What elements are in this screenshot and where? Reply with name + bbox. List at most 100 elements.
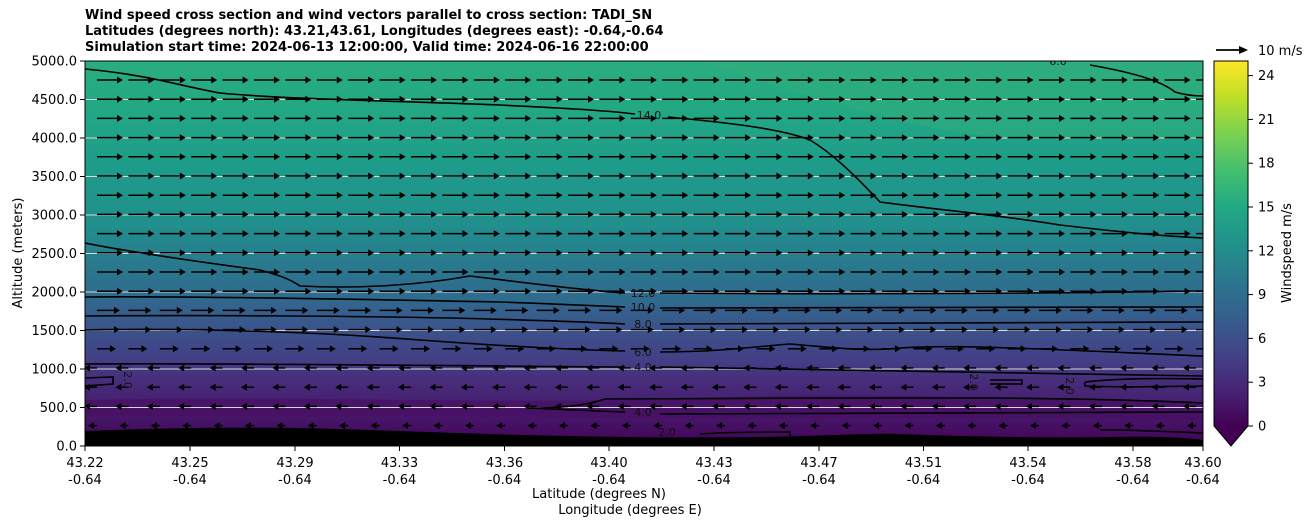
wind-vector-head bbox=[621, 422, 628, 430]
wind-vector-head bbox=[682, 172, 689, 180]
wind-vector-head bbox=[329, 345, 336, 353]
wind-vector-head bbox=[649, 383, 656, 391]
wind-vector-head bbox=[239, 306, 246, 314]
wind-vector-head bbox=[242, 191, 249, 199]
x-axis-label-longitude: Longitude (degrees E) bbox=[558, 503, 702, 518]
wind-vector-head bbox=[807, 191, 814, 199]
wind-vector-head bbox=[150, 422, 157, 430]
wind-vector-head bbox=[88, 422, 94, 430]
wind-vector-head bbox=[368, 268, 375, 276]
wind-vector-head bbox=[933, 76, 940, 84]
wind-vector-head bbox=[1146, 345, 1153, 353]
wind-vector-head bbox=[902, 134, 908, 142]
wind-vector-head bbox=[807, 76, 814, 84]
wind-vector-head bbox=[1024, 326, 1031, 334]
wind-vector-head bbox=[556, 76, 563, 84]
wind-vector-head bbox=[1184, 191, 1191, 199]
wind-vector-head bbox=[176, 306, 183, 314]
wind-vector-head bbox=[336, 134, 343, 142]
x-tick-label-lon: -0.64 bbox=[697, 473, 731, 488]
wind-vector-head bbox=[553, 306, 560, 314]
wind-vector-head bbox=[556, 153, 563, 161]
wind-vector-head bbox=[588, 76, 594, 84]
wind-vector-head bbox=[616, 326, 623, 334]
wind-vector-head bbox=[368, 230, 375, 238]
wind-vector-head bbox=[713, 249, 720, 257]
wind-vector-head bbox=[211, 191, 218, 199]
wind-vector-head bbox=[1059, 230, 1065, 238]
wind-vector-head bbox=[807, 95, 814, 103]
wind-vector-head bbox=[873, 422, 879, 430]
wind-vector-head bbox=[742, 326, 748, 334]
wind-vector-head bbox=[745, 153, 751, 161]
wind-vector-head bbox=[242, 210, 249, 218]
wind-vector-head bbox=[148, 114, 155, 122]
wind-vector-head bbox=[961, 306, 968, 314]
wind-vector-head bbox=[585, 306, 591, 314]
wind-vector-head bbox=[271, 306, 277, 314]
wind-vector-head bbox=[85, 364, 90, 372]
wind-vector-head bbox=[525, 134, 532, 142]
wind-vector-head bbox=[682, 95, 689, 103]
wind-vector-head bbox=[675, 345, 682, 353]
wind-vector-head bbox=[556, 172, 563, 180]
y-tick-label: 5000.0 bbox=[32, 55, 78, 70]
wind-vector-head bbox=[993, 326, 1000, 334]
wind-vector-head bbox=[335, 364, 342, 372]
wind-vector-head bbox=[242, 134, 249, 142]
wind-vector-head bbox=[179, 114, 186, 122]
wind-vector-head bbox=[399, 191, 406, 199]
wind-vector-head bbox=[1027, 268, 1034, 276]
wind-vector-head bbox=[1090, 210, 1097, 218]
wind-vector-head bbox=[713, 191, 720, 199]
wind-vector-head bbox=[742, 306, 748, 314]
contour-line bbox=[1084, 377, 1203, 388]
wind-vector-head bbox=[1118, 306, 1125, 314]
wind-vector-head bbox=[525, 172, 532, 180]
wind-vector-head bbox=[336, 153, 343, 161]
wind-vector-head bbox=[588, 153, 594, 161]
wind-vector-head bbox=[933, 153, 940, 161]
wind-vector-head bbox=[242, 114, 249, 122]
wind-vector-head bbox=[462, 191, 469, 199]
wind-vector-head bbox=[431, 134, 437, 142]
wind-vector-head bbox=[619, 249, 626, 257]
wind-vector-head bbox=[1121, 134, 1128, 142]
wind-vector-head bbox=[776, 230, 783, 238]
wind-vector-head bbox=[682, 268, 689, 276]
wind-vector-head bbox=[931, 383, 938, 391]
wind-vector-head bbox=[1184, 134, 1191, 142]
contour-line bbox=[659, 411, 1203, 415]
wind-vector-head bbox=[713, 230, 720, 238]
x-tick-label-lon: -0.64 bbox=[1116, 473, 1150, 488]
wind-vector-head bbox=[773, 326, 780, 334]
wind-vector-head bbox=[617, 383, 624, 391]
contour-line bbox=[990, 379, 1023, 385]
wind-vector-head bbox=[807, 249, 814, 257]
wind-vector-head bbox=[272, 383, 279, 391]
wind-vector-head bbox=[1121, 95, 1128, 103]
wind-vector-head bbox=[1153, 134, 1160, 142]
wind-vector-head bbox=[148, 95, 155, 103]
wind-vector-head bbox=[1027, 230, 1034, 238]
wind-vector-head bbox=[459, 306, 466, 314]
wind-vector-head bbox=[588, 210, 594, 218]
wind-vector-head bbox=[1090, 249, 1097, 257]
wind-vector-head bbox=[930, 306, 937, 314]
wind-vector-head bbox=[307, 422, 314, 430]
wind-vector-head bbox=[305, 191, 312, 199]
wind-vector-head bbox=[1184, 268, 1191, 276]
wind-vector-head bbox=[933, 95, 940, 103]
wind-vector-head bbox=[242, 287, 249, 295]
wind-vector-head bbox=[490, 306, 497, 314]
wind-vector-head bbox=[396, 306, 403, 314]
wind-vector-head bbox=[807, 153, 814, 161]
wind-vector-head bbox=[303, 402, 310, 410]
wind-vector-head bbox=[870, 230, 877, 238]
wind-vector-head bbox=[869, 383, 875, 391]
wind-vector-head bbox=[963, 383, 970, 391]
wind-vector-head bbox=[399, 172, 406, 180]
wind-vector-head bbox=[899, 326, 905, 334]
wind-vector-head bbox=[493, 76, 500, 84]
